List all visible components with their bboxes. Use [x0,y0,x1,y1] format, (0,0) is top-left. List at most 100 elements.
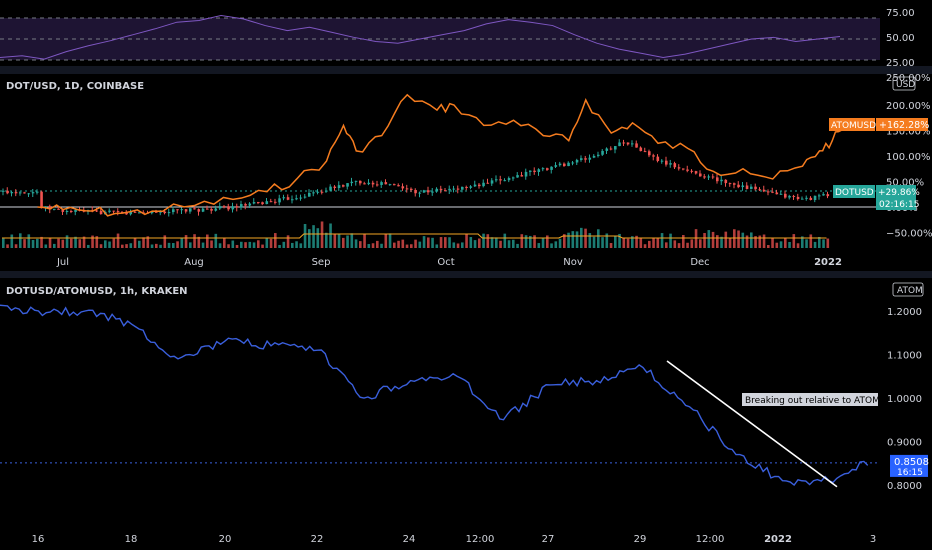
volume-bar [418,241,422,248]
ratio-currency-badge[interactable] [892,282,924,297]
volume-bar [546,235,549,248]
dot-candle [554,165,558,167]
volume-bar [261,244,264,248]
dot-candle [533,170,536,172]
volume-bar [771,238,774,248]
dot-candle [643,151,647,153]
volume-bar [346,235,349,248]
dot-candle [201,208,205,212]
dot-candle [23,192,26,194]
dot-candle [57,208,60,210]
volume-bar [618,233,621,248]
volume-bar [206,234,209,248]
volume-bar [91,235,94,248]
dot-candle [439,188,443,191]
top-x-tick: Oct [437,257,454,268]
volume-bar [473,240,477,248]
volume-bar [342,237,345,248]
dot-candle [567,162,570,167]
volume-bar [673,240,677,248]
dot-candle [813,195,817,200]
dot-candle [558,163,562,166]
volume-bar [490,237,494,248]
volume-bar [818,236,821,248]
top-y-axis: 200.00%150.00%100.00%50.00%0.00%−50.00%2… [886,73,932,240]
volume-bar [779,241,783,248]
dot-candle [605,148,609,151]
top-y-tick: 100.00% [886,152,931,163]
dot-candle [499,179,502,181]
volume-bar [121,244,124,248]
volume-bar [792,234,796,248]
volume-bar [116,233,120,248]
dot-candle [822,194,825,196]
volume-bar [656,238,660,248]
rsi-tick-50: 50.00 [886,33,915,44]
dot-candle [376,184,379,186]
dot-candle [707,176,711,178]
volume-bar [48,237,52,248]
atom-label: ATOMUSD [831,121,876,131]
volume-bar [716,235,719,248]
dot-label: DOTUSD [835,188,874,198]
dot-candle [741,185,745,188]
volume-bar [325,232,328,248]
dot-candle [737,184,740,188]
volume-bar [592,236,596,248]
dot-candle [363,183,366,185]
volume-bar [333,234,337,248]
volume-bar [537,243,541,248]
dot-candle [414,189,417,194]
volume-bar [393,242,396,248]
volume-bar [626,238,630,248]
volume-bar [142,237,145,248]
dot-candle [762,189,766,192]
dot-candle [95,210,99,212]
dot-candle [720,179,723,182]
dot-candle [524,171,528,177]
dot-candle [74,209,77,212]
dot-candle [10,192,14,194]
dot-candle [6,190,9,194]
volume-bar [278,244,281,248]
dot-candle [163,211,167,214]
volume-bar [312,225,315,248]
volume-bar [435,244,439,248]
volume-bar [533,235,536,248]
dot-candle [537,169,541,172]
volume-bar [682,235,685,248]
bottom-y-tick: 1.0000 [887,394,922,405]
dot-candle [138,212,141,214]
volume-bar [197,236,201,248]
volume-bar [520,234,524,248]
dot-candle [665,160,668,165]
volume-bar [826,238,830,248]
panel-separator[interactable] [0,271,932,278]
dot-candle [159,211,162,213]
dot-candle [189,208,192,212]
bottom-x-tick: 12:00 [696,534,725,545]
bottom-x-tick: 18 [125,534,138,545]
dot-candle [601,150,604,155]
dot-candle [350,181,354,184]
top-x-axis: Jul Aug Sep Oct Nov Dec 2022 [56,257,842,268]
dot-candle [469,186,473,188]
dot-candle [435,188,439,192]
volume-bar [265,238,269,248]
dot-candle [367,182,371,185]
volume-bar [201,242,205,248]
volume-bar [507,240,511,248]
volume-bar [554,241,558,248]
volume-bar [622,237,626,248]
currency-badge[interactable] [892,76,916,91]
dot-candle [61,209,65,212]
panel-separator[interactable] [0,66,932,74]
volume-bar [427,237,430,248]
dot-candle [316,191,320,193]
volume-bar [588,233,592,248]
dot-candle [206,208,209,210]
currency-badge-label: USD [896,80,915,90]
volume-bar [605,233,609,248]
volume-bar [745,235,749,248]
dot-candle [495,179,498,181]
